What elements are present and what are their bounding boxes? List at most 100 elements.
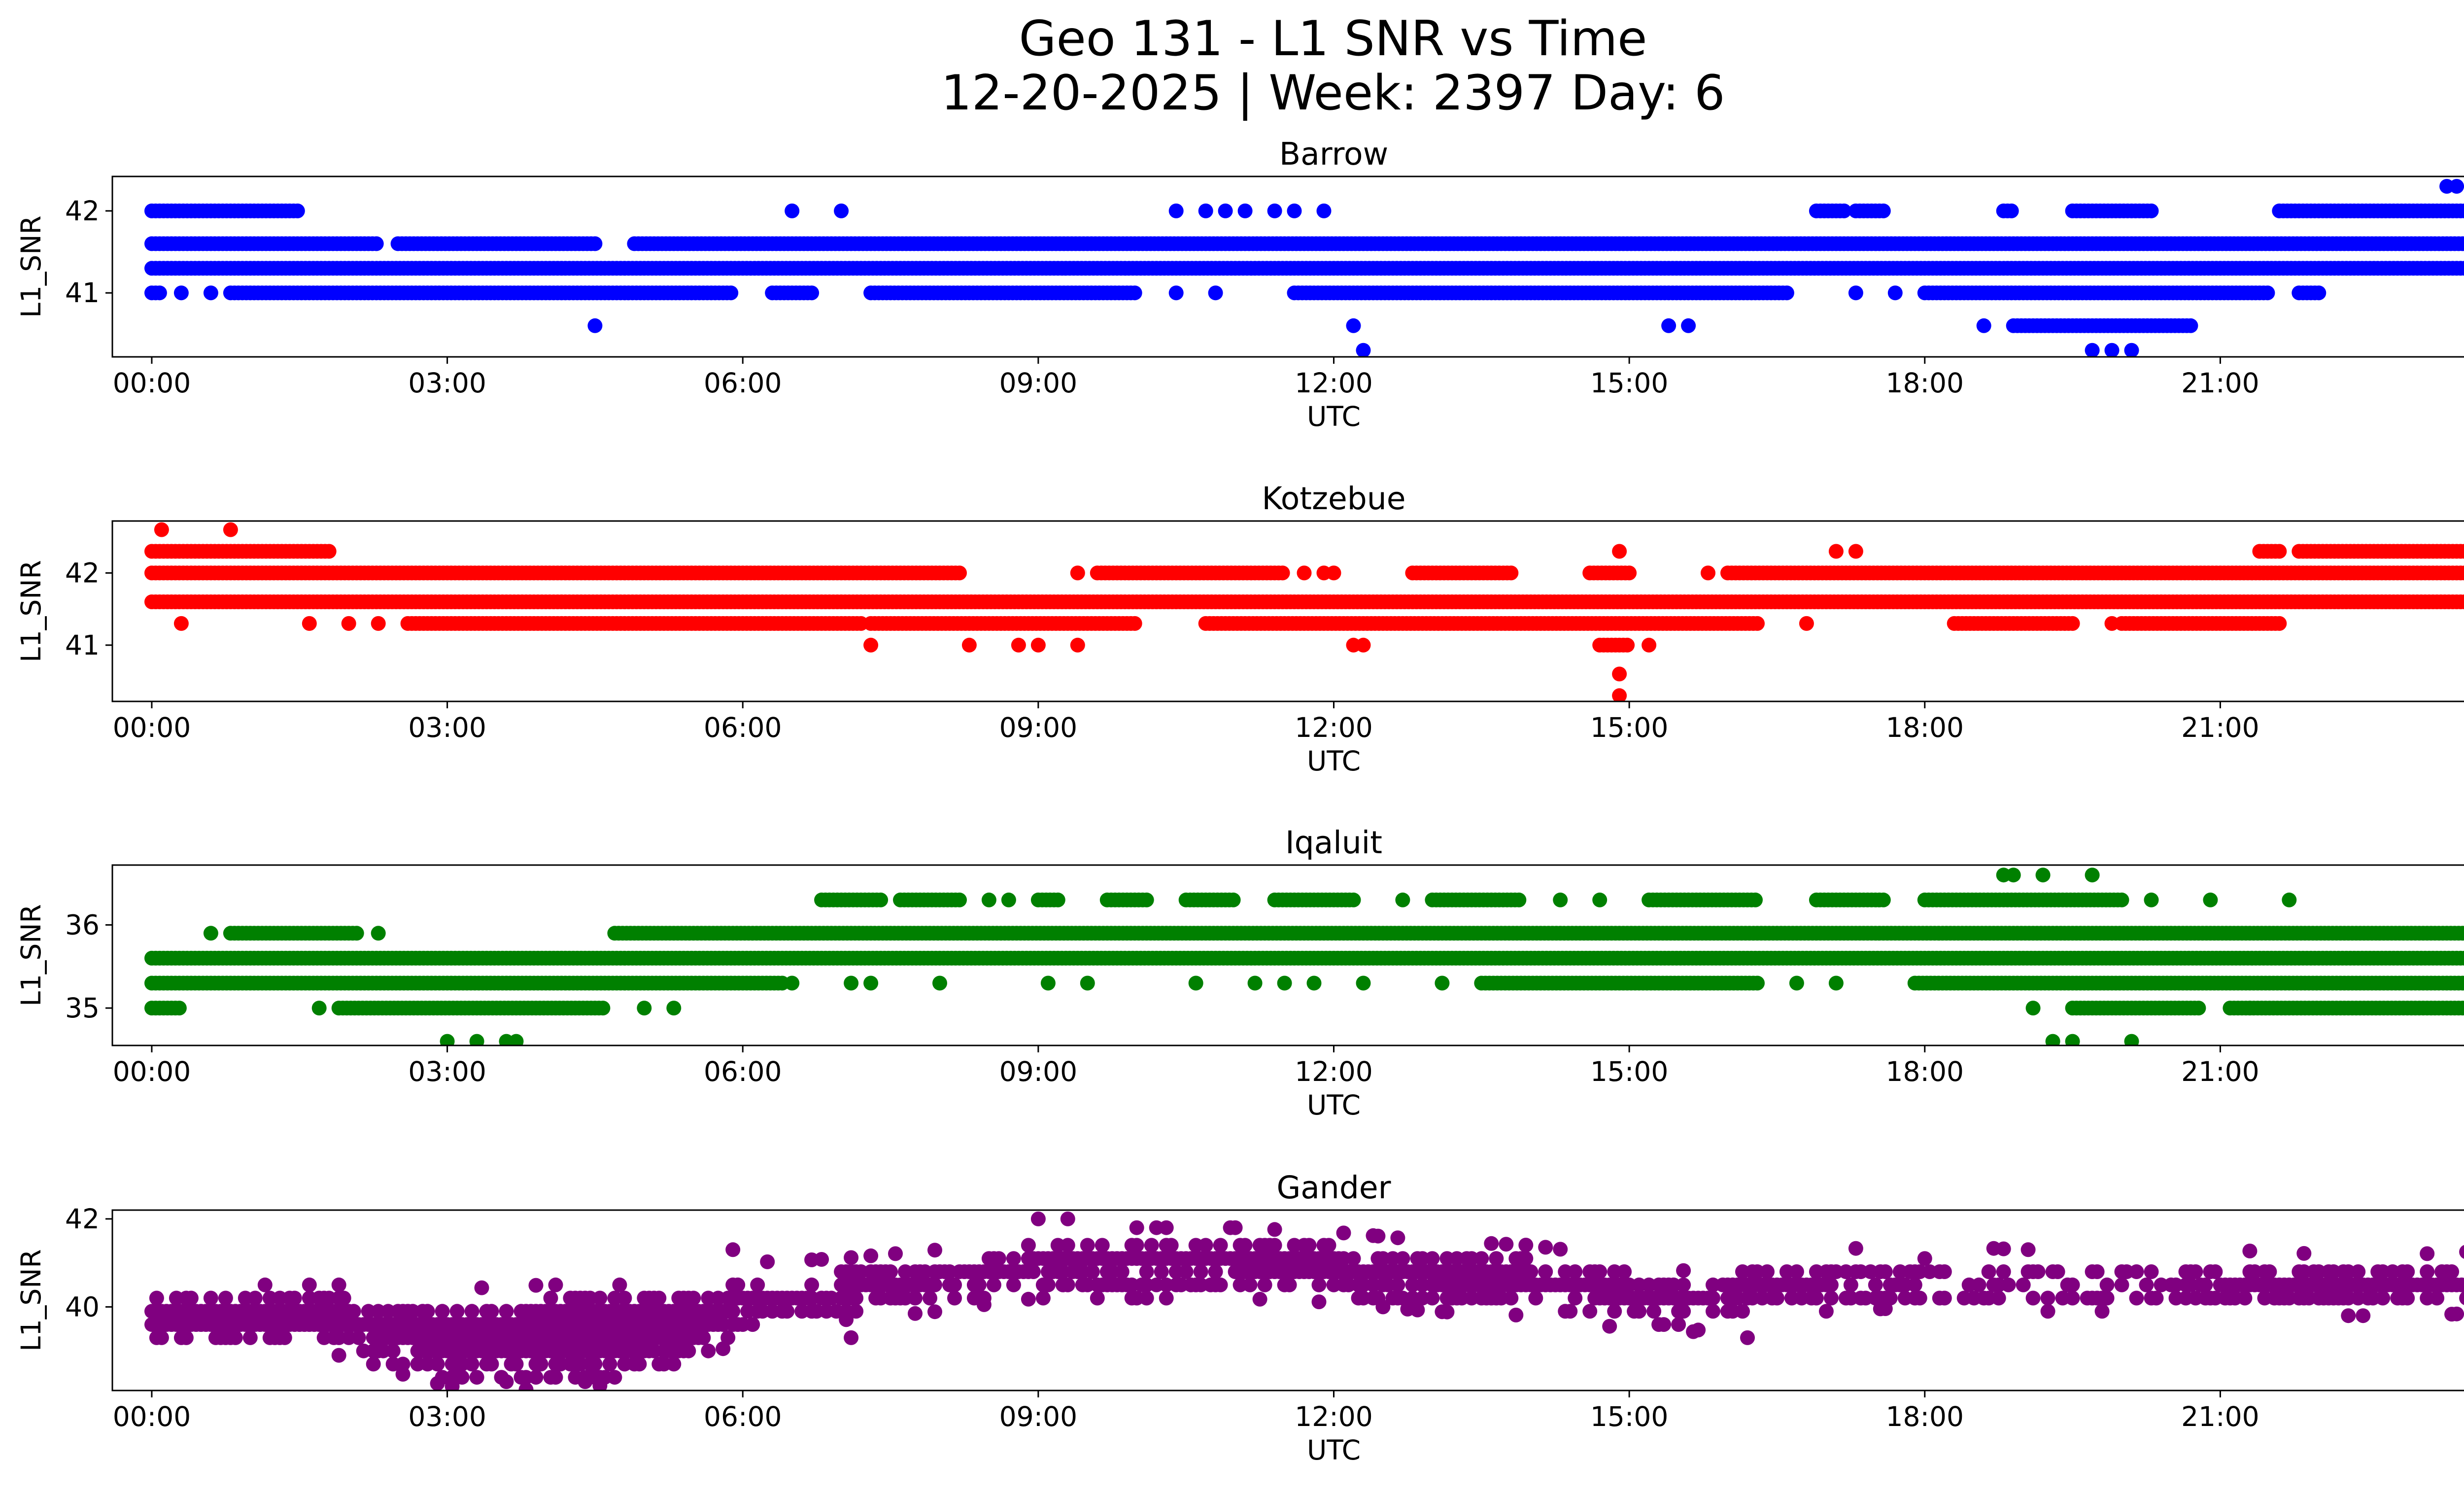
data-point [1799, 616, 1814, 631]
data-point [1127, 616, 1142, 631]
data-point [637, 1001, 652, 1016]
data-point [2461, 205, 2464, 217]
data-point [2459, 1001, 2464, 1015]
data-point [2461, 545, 2464, 557]
data-point [1297, 565, 1312, 581]
data-point [2449, 179, 2464, 194]
data-point [952, 565, 967, 581]
data-point [834, 203, 849, 218]
data-point [1435, 975, 1450, 991]
data-point [1287, 203, 1302, 218]
data-point [804, 285, 820, 301]
data-point [302, 616, 317, 631]
x-tick-label: 06:00 [704, 712, 782, 743]
x-tick-label: 12:00 [1295, 712, 1373, 743]
axes-frame [111, 520, 2464, 702]
x-tick-label: 18:00 [1886, 712, 1964, 743]
data-point [1306, 975, 1322, 991]
data-point [1681, 318, 1696, 333]
data-point [2459, 237, 2464, 251]
data-point [1789, 975, 1804, 991]
data-point [1887, 285, 1903, 301]
data-point [1346, 318, 1361, 333]
data-point [290, 203, 305, 218]
data-point [2025, 1001, 2041, 1016]
data-point [1612, 688, 1627, 701]
data-point [1218, 203, 1233, 218]
x-tick-label: 15:00 [1590, 712, 1669, 743]
data-point [587, 318, 603, 333]
data-point [1168, 203, 1184, 218]
x-tick-label: 21:00 [2181, 367, 2259, 399]
data-point [1326, 565, 1341, 581]
x-axis-label: UTC [1307, 745, 1361, 777]
data-point [1040, 975, 1056, 991]
data-point [2461, 952, 2464, 964]
data-point [1277, 975, 1292, 991]
panel-title: Kotzebue [1262, 481, 1406, 517]
data-point [469, 1034, 484, 1045]
x-tick-label: 18:00 [1886, 367, 1964, 399]
data-point [1247, 975, 1263, 991]
data-point [1275, 565, 1290, 581]
x-tick-label: 06:00 [704, 367, 782, 399]
data-point [2461, 596, 2464, 608]
data-point [1612, 666, 1627, 682]
y-tick-label: 42 [65, 195, 100, 227]
data-point [1828, 544, 1844, 559]
data-point [2124, 343, 2139, 357]
x-axis-label: UTC [1307, 401, 1361, 432]
data-point [1848, 544, 1863, 559]
data-point [1127, 285, 1142, 301]
data-point [2242, 1001, 2258, 1016]
data-point [1316, 203, 1332, 218]
data-point [1622, 565, 1637, 581]
data-point [2272, 544, 2287, 559]
y-tick-label: 41 [65, 277, 100, 309]
data-point [2461, 567, 2464, 579]
data-point [1848, 285, 1863, 301]
figure-title-line2: 12-20-2025 | Week: 2397 Day: 6 [941, 65, 1725, 121]
data-point [1976, 318, 1991, 333]
data-point [154, 522, 169, 537]
data-point [1070, 637, 1085, 653]
x-tick-label: 03:00 [408, 367, 486, 399]
data-point [863, 975, 879, 991]
data-point [723, 285, 739, 301]
data-point [1661, 318, 1677, 333]
x-tick-label: 21:00 [2181, 712, 2259, 743]
data-point [203, 285, 218, 301]
data-point [785, 975, 800, 991]
data-point [173, 616, 189, 631]
data-point [173, 285, 189, 301]
data-point [2124, 1034, 2139, 1045]
data-point [152, 285, 167, 301]
data-point [2104, 616, 2120, 631]
data-point [1836, 203, 1851, 218]
data-point [844, 975, 859, 991]
data-point [2272, 616, 2287, 631]
y-tick-label: 42 [65, 557, 100, 589]
data-point [666, 1001, 682, 1016]
x-tick-label: 03:00 [408, 712, 486, 743]
data-point [440, 1034, 455, 1045]
data-point [1030, 637, 1046, 653]
y-axis-label: L1_SNR [15, 560, 47, 662]
figure-title-line1: Geo 131 - L1 SNR vs Time [1019, 11, 1647, 67]
data-point [1876, 203, 1891, 218]
data-point [2461, 262, 2464, 275]
data-point [1356, 343, 1371, 357]
data-point [1828, 975, 1844, 991]
x-tick-label: 09:00 [999, 367, 1078, 399]
data-point [369, 236, 384, 251]
data-point [587, 236, 603, 251]
data-point [1011, 637, 1026, 653]
data-point [2459, 976, 2464, 990]
data-point [2144, 203, 2159, 218]
data-point [2191, 1001, 2206, 1016]
data-point [2104, 343, 2120, 357]
